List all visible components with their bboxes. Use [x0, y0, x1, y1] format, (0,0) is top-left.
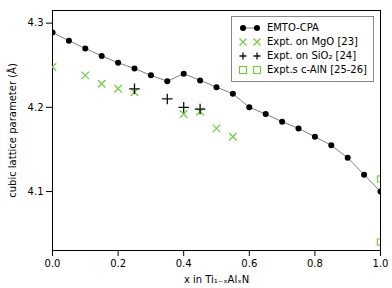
svg-text:0.4: 0.4	[176, 258, 192, 269]
html-text:Expt. on SiO₂ [24]: Expt. on SiO₂ [24]	[266, 50, 357, 61]
svg-text:x in Ti₁₋ₓAlₓN: x in Ti₁₋ₓAlₓN	[184, 274, 249, 285]
svg-text:cubic lattice parameter (Å): cubic lattice parameter (Å)	[6, 63, 18, 198]
svg-text:4.2: 4.2	[28, 102, 44, 113]
html-text:EMTO-CPA: EMTO-CPA	[266, 22, 319, 33]
svg-text:0.2: 0.2	[110, 258, 126, 269]
svg-text:4.1: 4.1	[28, 186, 44, 197]
svg-text:0.6: 0.6	[241, 258, 257, 269]
svg-text:4.3: 4.3	[28, 17, 44, 28]
svg-text:1.0: 1.0	[373, 258, 389, 269]
svg-text:0.0: 0.0	[45, 258, 61, 269]
html-text:Expt. on MgO [23]: Expt. on MgO [23]	[266, 36, 358, 47]
svg-text:0.8: 0.8	[307, 258, 323, 269]
html-text:Expt.s c-AlN [25-26]: Expt.s c-AlN [25-26]	[266, 64, 367, 75]
